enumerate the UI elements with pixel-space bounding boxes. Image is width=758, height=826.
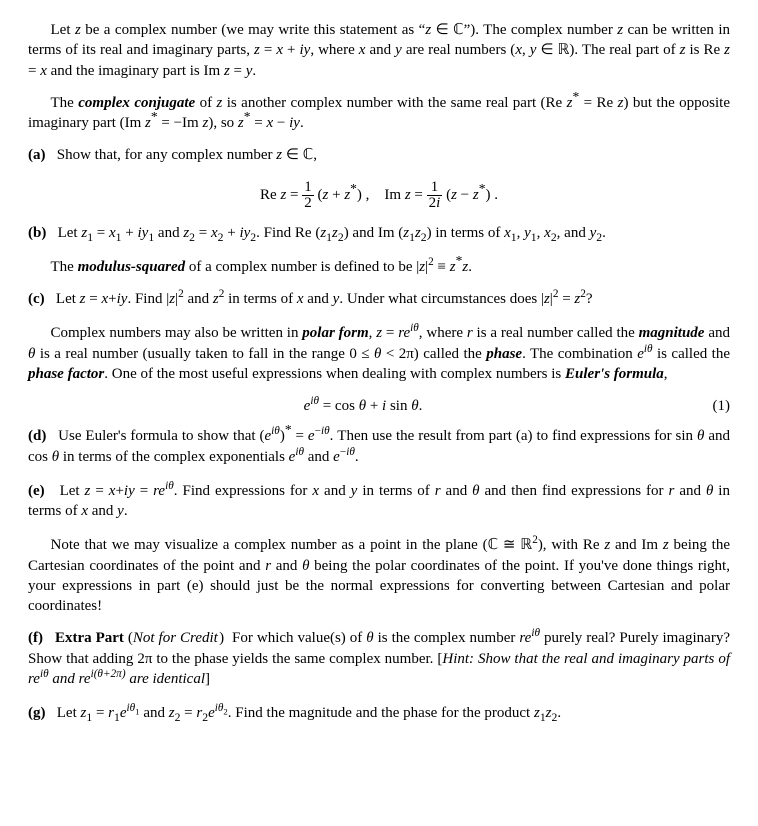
- part-b: (b) Let z1 = x1 + iy1 and z2 = x2 + iy2.…: [28, 223, 730, 243]
- part-f-extra: Extra Part: [55, 630, 124, 646]
- part-g: (g) Let z1 = r1eiθ1 and z2 = r2eiθ2. Fin…: [28, 703, 730, 723]
- part-f-label: (f): [28, 630, 43, 646]
- part-f-not-for-credit: Not for Credit: [133, 630, 218, 646]
- part-e-label: (e): [28, 483, 45, 499]
- part-d: (d) Use Euler's formula to show that (ei…: [28, 426, 730, 467]
- part-c: (c) Let z = x+iy. Find |z|2 and z2 in te…: [28, 289, 730, 309]
- part-b-label: (b): [28, 225, 46, 241]
- part-g-label: (g): [28, 705, 46, 721]
- modulus-squared-def: The modulus-squared of a complex number …: [28, 257, 730, 277]
- intro-paragraph-2: The complex conjugate of z is another co…: [28, 93, 730, 134]
- part-e: (e) Let z = x+iy = reiθ. Find expression…: [28, 481, 730, 522]
- note-paragraph: Note that we may visualize a complex num…: [28, 535, 730, 616]
- equation-number-1: (1): [698, 396, 730, 416]
- polar-paragraph: Complex numbers may also be written in p…: [28, 323, 730, 384]
- equation-euler: eiθ = cos θ + i sin θ. (1): [28, 396, 730, 416]
- part-c-label: (c): [28, 291, 45, 307]
- equation-a: Re z = 12 (z + z*) , Im z = 12i (z − z*)…: [28, 180, 730, 211]
- part-a-label: (a): [28, 147, 46, 163]
- part-d-label: (d): [28, 428, 46, 444]
- intro-paragraph-1: Let z be a complex number (we may write …: [28, 20, 730, 81]
- part-a: (a) Show that, for any complex number z …: [28, 145, 730, 165]
- part-f: (f) Extra Part (Not for Credit ) For whi…: [28, 628, 730, 689]
